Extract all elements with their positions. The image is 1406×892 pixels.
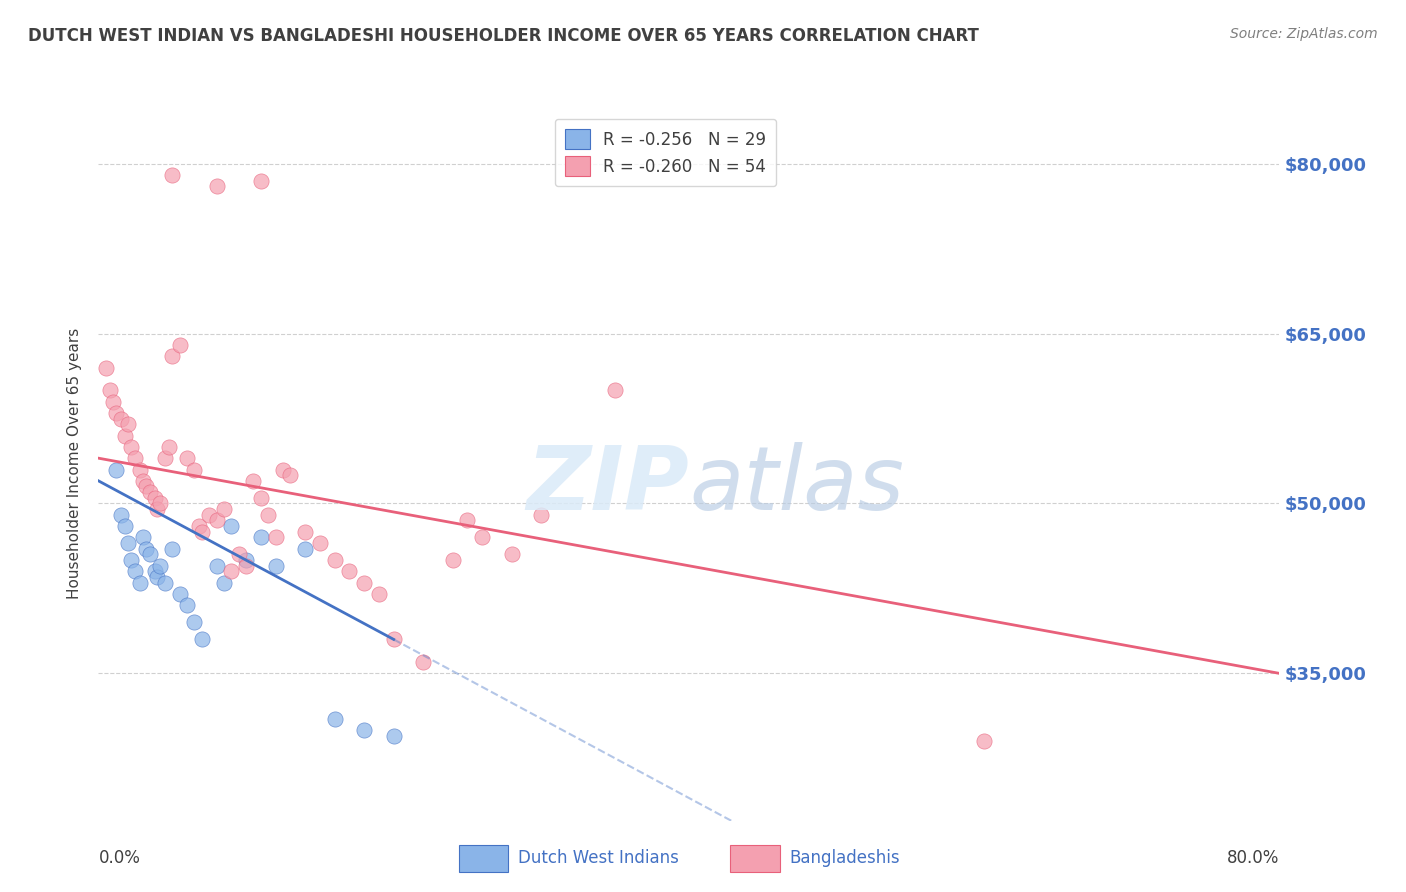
Point bbox=[135, 479, 157, 493]
Point bbox=[135, 541, 157, 556]
Point bbox=[114, 519, 136, 533]
Point bbox=[242, 474, 264, 488]
FancyBboxPatch shape bbox=[730, 845, 780, 872]
Point bbox=[176, 451, 198, 466]
Text: 0.0%: 0.0% bbox=[98, 849, 141, 867]
Point bbox=[212, 502, 235, 516]
Point bbox=[382, 632, 405, 647]
Point bbox=[120, 440, 142, 454]
Point bbox=[94, 360, 117, 375]
Text: DUTCH WEST INDIAN VS BANGLADESHI HOUSEHOLDER INCOME OVER 65 YEARS CORRELATION CH: DUTCH WEST INDIAN VS BANGLADESHI HOUSEHO… bbox=[28, 27, 979, 45]
Point bbox=[264, 558, 287, 573]
Point bbox=[339, 565, 360, 579]
Point bbox=[264, 531, 287, 545]
Point bbox=[128, 462, 150, 476]
Point bbox=[124, 565, 146, 579]
Point bbox=[128, 575, 150, 590]
Point bbox=[124, 451, 146, 466]
Point bbox=[146, 502, 169, 516]
Point bbox=[309, 536, 332, 550]
Point bbox=[146, 570, 169, 584]
Point bbox=[353, 575, 375, 590]
Point bbox=[191, 524, 214, 539]
Text: Source: ZipAtlas.com: Source: ZipAtlas.com bbox=[1230, 27, 1378, 41]
Point bbox=[198, 508, 221, 522]
Point bbox=[117, 417, 139, 432]
Point bbox=[228, 548, 250, 562]
Text: Dutch West Indians: Dutch West Indians bbox=[517, 849, 679, 867]
Point bbox=[257, 508, 280, 522]
Point bbox=[120, 553, 142, 567]
Text: Bangladeshis: Bangladeshis bbox=[789, 849, 900, 867]
Point bbox=[132, 531, 155, 545]
Point bbox=[105, 462, 128, 476]
Point bbox=[271, 462, 294, 476]
Text: ZIP: ZIP bbox=[526, 442, 689, 529]
Point bbox=[139, 485, 162, 500]
Point bbox=[162, 168, 183, 182]
Point bbox=[139, 548, 162, 562]
Point bbox=[323, 712, 346, 726]
Point bbox=[441, 553, 464, 567]
Point bbox=[605, 383, 627, 397]
Point bbox=[250, 174, 273, 188]
Point bbox=[353, 723, 375, 737]
Point bbox=[221, 519, 243, 533]
Point bbox=[412, 655, 434, 669]
Point bbox=[183, 615, 205, 630]
Point bbox=[323, 553, 346, 567]
Point bbox=[153, 575, 176, 590]
Point bbox=[132, 474, 155, 488]
Point bbox=[98, 383, 121, 397]
FancyBboxPatch shape bbox=[458, 845, 508, 872]
Point bbox=[368, 587, 391, 601]
Point bbox=[501, 548, 523, 562]
Point bbox=[382, 729, 405, 743]
Point bbox=[221, 565, 243, 579]
Point bbox=[162, 541, 183, 556]
Point bbox=[117, 536, 139, 550]
Point bbox=[191, 632, 214, 647]
Point bbox=[235, 553, 257, 567]
Point bbox=[235, 558, 257, 573]
Point bbox=[149, 496, 172, 510]
Point bbox=[143, 565, 166, 579]
Point bbox=[162, 349, 183, 363]
Text: atlas: atlas bbox=[689, 442, 904, 528]
Point bbox=[169, 338, 191, 352]
Point bbox=[250, 491, 273, 505]
Legend: R = -0.256   N = 29, R = -0.260   N = 54: R = -0.256 N = 29, R = -0.260 N = 54 bbox=[554, 119, 776, 186]
Y-axis label: Householder Income Over 65 years: Householder Income Over 65 years bbox=[67, 328, 83, 599]
Point bbox=[278, 468, 302, 483]
Point bbox=[205, 558, 228, 573]
Point bbox=[153, 451, 176, 466]
Point bbox=[103, 394, 125, 409]
Point bbox=[157, 440, 180, 454]
Point bbox=[149, 558, 172, 573]
Point bbox=[176, 599, 198, 613]
Point bbox=[456, 513, 478, 527]
Point bbox=[471, 531, 494, 545]
Point bbox=[110, 411, 132, 425]
Point bbox=[183, 462, 205, 476]
Text: 80.0%: 80.0% bbox=[1227, 849, 1279, 867]
Point bbox=[530, 508, 553, 522]
Point bbox=[205, 513, 228, 527]
Point bbox=[110, 508, 132, 522]
Point bbox=[114, 428, 136, 442]
Point bbox=[250, 531, 273, 545]
Point bbox=[294, 524, 316, 539]
Point bbox=[294, 541, 316, 556]
Point bbox=[105, 406, 128, 420]
Point bbox=[205, 179, 228, 194]
Point bbox=[973, 734, 995, 748]
Point bbox=[169, 587, 191, 601]
Point bbox=[143, 491, 166, 505]
Point bbox=[212, 575, 235, 590]
Point bbox=[187, 519, 209, 533]
